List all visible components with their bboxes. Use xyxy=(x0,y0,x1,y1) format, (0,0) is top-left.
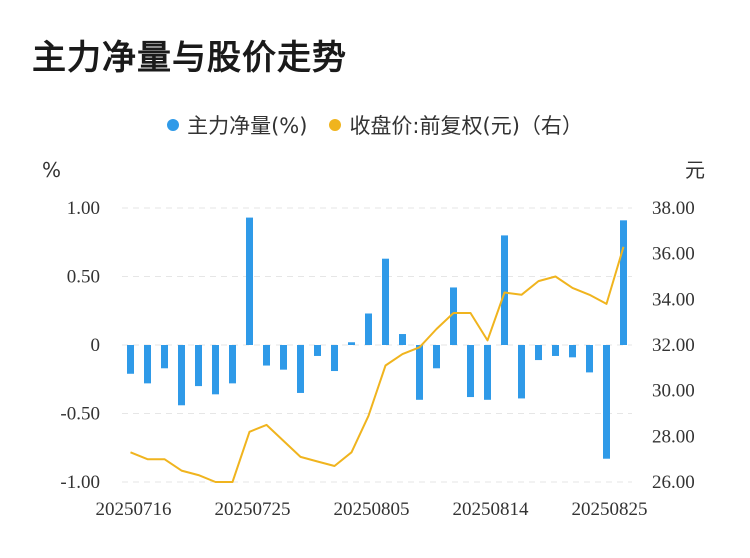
bar xyxy=(484,345,491,400)
legend-item-close-price[interactable]: 收盘价:前复权(元)（右） xyxy=(329,110,583,140)
left-tick-label: -1.00 xyxy=(60,472,100,493)
bar xyxy=(212,345,219,395)
right-tick-label: 38.00 xyxy=(652,198,695,219)
bar xyxy=(382,258,389,345)
bar xyxy=(518,345,525,399)
bar xyxy=(246,217,253,345)
x-tick-label: 20250814 xyxy=(453,499,530,520)
bar-series xyxy=(127,217,627,459)
bar xyxy=(280,345,287,370)
bar xyxy=(195,345,202,387)
legend-label-net-volume: 主力净量(%) xyxy=(187,114,308,138)
left-tick-label: -0.50 xyxy=(60,404,100,425)
left-axis: 1.00 0.50 0 -0.50 -1.00 xyxy=(60,198,100,493)
bar xyxy=(365,313,372,345)
bar xyxy=(603,345,610,459)
bar xyxy=(569,345,576,358)
grid-lines xyxy=(122,207,632,483)
right-tick-label: 32.00 xyxy=(652,335,695,356)
bar xyxy=(535,345,542,361)
x-axis: 20250716 20250725 20250805 20250814 20250825 xyxy=(96,499,648,520)
right-axis: 38.00 36.00 34.00 32.00 30.00 28.00 26.00 xyxy=(652,198,695,493)
bar xyxy=(467,345,474,398)
bar xyxy=(399,334,406,345)
bar xyxy=(127,345,134,374)
right-tick-label: 36.00 xyxy=(652,244,695,265)
legend-label-close-price: 收盘价:前复权(元)（右） xyxy=(349,114,583,138)
chart-title: 主力净量与股价走势 xyxy=(32,38,347,78)
x-tick-label: 20250725 xyxy=(215,499,291,520)
bar xyxy=(178,345,185,406)
right-tick-label: 26.00 xyxy=(652,472,695,493)
right-tick-label: 30.00 xyxy=(652,381,695,402)
bar xyxy=(586,345,593,373)
x-tick-label: 20250825 xyxy=(572,499,648,520)
line-series xyxy=(130,246,625,483)
bar xyxy=(620,220,627,345)
bar xyxy=(297,345,304,393)
left-tick-label: 0.50 xyxy=(67,267,100,288)
bar xyxy=(263,345,270,366)
bar xyxy=(348,342,355,345)
x-tick-label: 20250805 xyxy=(334,499,410,520)
left-tick-label: 1.00 xyxy=(67,198,100,219)
right-axis-unit: 元 xyxy=(685,158,705,182)
x-tick-label: 20250716 xyxy=(96,499,172,520)
right-tick-label: 28.00 xyxy=(652,426,695,447)
bar xyxy=(501,235,508,345)
right-tick-label: 34.00 xyxy=(652,289,695,310)
legend-line-marker-icon xyxy=(329,119,342,131)
bar xyxy=(433,345,440,369)
left-tick-label: 0 xyxy=(91,335,101,356)
bar xyxy=(161,345,168,369)
legend-bar-marker-icon xyxy=(167,119,180,131)
close-price-line xyxy=(130,246,625,483)
legend: 主力净量(%) 收盘价:前复权(元)（右） xyxy=(0,110,750,140)
bar xyxy=(331,345,338,372)
bar xyxy=(450,287,457,345)
bar xyxy=(314,345,321,356)
left-axis-unit: % xyxy=(42,158,61,182)
bar xyxy=(144,345,151,384)
bar xyxy=(552,345,559,356)
legend-item-net-volume[interactable]: 主力净量(%) xyxy=(167,110,307,140)
bar xyxy=(229,345,236,384)
bar xyxy=(416,345,423,400)
